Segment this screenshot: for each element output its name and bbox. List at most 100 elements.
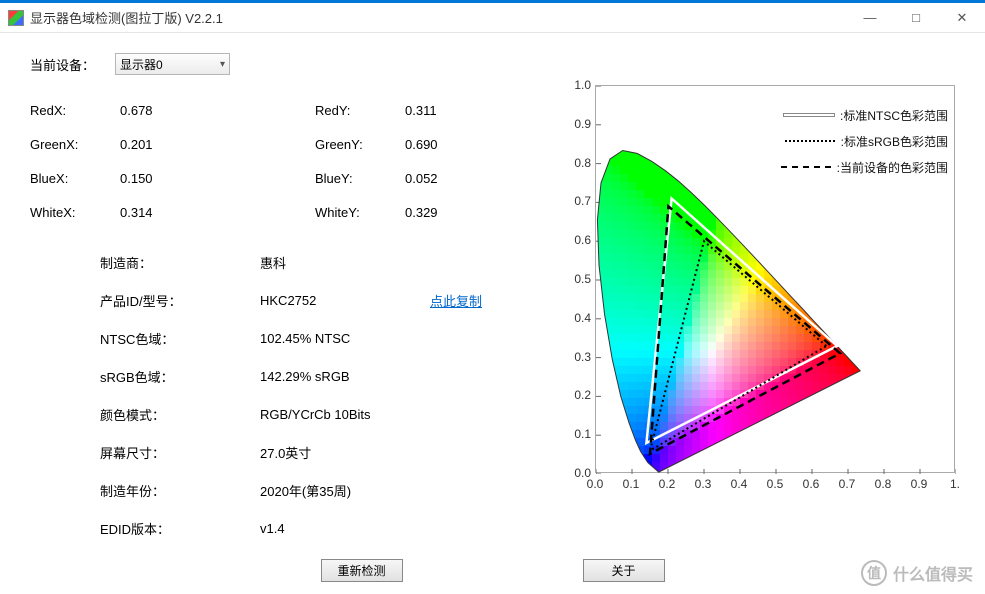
screensize-label: 屏幕尺寸：	[100, 443, 260, 462]
window-title: 显示器色域检测(图拉丁版) V2.2.1	[30, 8, 223, 27]
x-tick: 0.7	[839, 477, 856, 491]
x-tick: 0.1	[623, 477, 640, 491]
x-axis: 0.00.10.20.30.40.50.60.70.80.91.	[595, 473, 955, 495]
product-value: HKC2752	[260, 293, 430, 308]
product-label: 产品ID/型号：	[100, 291, 260, 310]
about-button[interactable]: 关于	[583, 559, 665, 582]
coord-row-red: RedX: 0.678 RedY: 0.311	[30, 93, 500, 127]
redy-label: RedY:	[315, 103, 405, 118]
window-controls: — □ ✕	[847, 3, 985, 33]
y-tick: 0.9	[574, 117, 591, 131]
coord-table: RedX: 0.678 RedY: 0.311 GreenX: 0.201 Gr…	[30, 93, 500, 229]
redetect-button[interactable]: 重新检测	[321, 559, 403, 582]
srgb-label: sRGB色域：	[100, 367, 260, 386]
legend-row-ntsc: :标准NTSC色彩范围	[781, 102, 948, 128]
greenx-label: GreenX:	[30, 137, 120, 152]
bluey-value: 0.052	[405, 171, 495, 186]
info-row-ntsc: NTSC色域： 102.45% NTSC	[100, 319, 540, 357]
x-tick: 0.4	[731, 477, 748, 491]
bluey-label: BlueY:	[315, 171, 405, 186]
redx-value: 0.678	[120, 103, 315, 118]
watermark: 值 什么值得买	[861, 560, 973, 586]
left-column: 当前设备： 显示器0 ▾ RedX: 0.678 RedY: 0.311 Gre…	[30, 53, 540, 547]
legend-label-ntsc: :标准NTSC色彩范围	[840, 107, 948, 124]
ntsc-value: 102.45% NTSC	[260, 331, 430, 346]
legend-label-srgb: :标准sRGB色彩范围	[841, 133, 948, 150]
mfgyear-label: 制造年份：	[100, 481, 260, 500]
y-tick: 0.4	[574, 311, 591, 325]
greeny-value: 0.690	[405, 137, 495, 152]
whitex-label: WhiteX:	[30, 205, 120, 220]
x-tick: 0.6	[803, 477, 820, 491]
redx-label: RedX:	[30, 103, 120, 118]
coord-row-white: WhiteX: 0.314 WhiteY: 0.329	[30, 195, 500, 229]
coord-row-green: GreenX: 0.201 GreenY: 0.690	[30, 127, 500, 161]
x-tick: 0.0	[587, 477, 604, 491]
y-tick: 0.6	[574, 233, 591, 247]
x-tick: 0.8	[875, 477, 892, 491]
legend-row-srgb: :标准sRGB色彩范围	[781, 128, 948, 154]
close-button[interactable]: ✕	[939, 3, 985, 33]
greeny-label: GreenY:	[315, 137, 405, 152]
coord-row-blue: BlueX: 0.150 BlueY: 0.052	[30, 161, 500, 195]
y-tick: 0.8	[574, 156, 591, 170]
y-tick: 0.2	[574, 388, 591, 402]
info-row-srgb: sRGB色域： 142.29% sRGB	[100, 357, 540, 395]
maximize-button[interactable]: □	[893, 3, 939, 33]
colormode-label: 颜色模式：	[100, 405, 260, 424]
device-row: 当前设备： 显示器0 ▾	[30, 53, 540, 75]
minimize-button[interactable]: —	[847, 3, 893, 33]
content-area: 当前设备： 显示器0 ▾ RedX: 0.678 RedY: 0.311 Gre…	[0, 33, 985, 594]
screensize-value: 27.0英寸	[260, 443, 430, 462]
info-row-colormode: 颜色模式： RGB/YCrCb 10Bits	[100, 395, 540, 433]
legend-row-device: :当前设备的色彩范围	[781, 154, 948, 180]
buttons-row: 重新检测 关于	[0, 559, 985, 582]
chart-legend: :标准NTSC色彩范围 :标准sRGB色彩范围 :当前设备的色彩范围	[781, 102, 948, 180]
titlebar: 显示器色域检测(图拉丁版) V2.2.1 — □ ✕	[0, 3, 985, 33]
watermark-text: 什么值得买	[893, 561, 973, 585]
ntsc-label: NTSC色域：	[100, 329, 260, 348]
chromaticity-chart: :标准NTSC色彩范围 :标准sRGB色彩范围 :当前设备的色彩范围 1.0 0.…	[555, 75, 965, 495]
info-row-edid: EDID版本： v1.4	[100, 509, 540, 547]
device-select[interactable]: 显示器0 ▾	[115, 53, 230, 75]
chart-plot-area: :标准NTSC色彩范围 :标准sRGB色彩范围 :当前设备的色彩范围	[595, 85, 955, 473]
device-label: 当前设备：	[30, 55, 115, 74]
mfgyear-value: 2020年(第35周)	[260, 481, 430, 500]
watermark-icon: 值	[861, 560, 887, 586]
edid-value: v1.4	[260, 521, 430, 536]
info-row-manufacturer: 制造商： 惠科	[100, 243, 540, 281]
y-tick: 0.5	[574, 272, 591, 286]
bluex-label: BlueX:	[30, 171, 120, 186]
bluex-value: 0.150	[120, 171, 315, 186]
x-tick: 0.9	[911, 477, 928, 491]
srgb-value: 142.29% sRGB	[260, 369, 430, 384]
legend-line-ntsc	[784, 114, 834, 116]
legend-line-device	[781, 166, 831, 168]
info-row-screensize: 屏幕尺寸： 27.0英寸	[100, 433, 540, 471]
whitey-value: 0.329	[405, 205, 495, 220]
y-tick: 0.1	[574, 427, 591, 441]
chevron-down-icon: ▾	[220, 59, 225, 70]
colormode-value: RGB/YCrCb 10Bits	[260, 407, 430, 422]
y-tick: 0.3	[574, 350, 591, 364]
x-tick: 0.3	[695, 477, 712, 491]
y-axis: 1.00.90.80.70.60.50.40.30.20.10.0	[555, 85, 595, 473]
manufacturer-value: 惠科	[260, 253, 430, 272]
whitey-label: WhiteY:	[315, 205, 405, 220]
app-icon	[8, 10, 24, 26]
y-tick: 0.7	[574, 194, 591, 208]
redy-value: 0.311	[405, 103, 495, 118]
info-table: 制造商： 惠科 产品ID/型号： HKC2752 点此复制 NTSC色域： 10…	[100, 243, 540, 547]
manufacturer-label: 制造商：	[100, 253, 260, 272]
x-tick: 0.2	[659, 477, 676, 491]
info-row-product: 产品ID/型号： HKC2752 点此复制	[100, 281, 540, 319]
x-tick: 0.5	[767, 477, 784, 491]
x-tick: 1.	[950, 477, 960, 491]
whitex-value: 0.314	[120, 205, 315, 220]
legend-label-device: :当前设备的色彩范围	[837, 159, 948, 176]
y-tick: 1.0	[574, 78, 591, 92]
edid-label: EDID版本：	[100, 519, 260, 538]
greenx-value: 0.201	[120, 137, 315, 152]
copy-link[interactable]: 点此复制	[430, 291, 482, 310]
info-row-mfgyear: 制造年份： 2020年(第35周)	[100, 471, 540, 509]
